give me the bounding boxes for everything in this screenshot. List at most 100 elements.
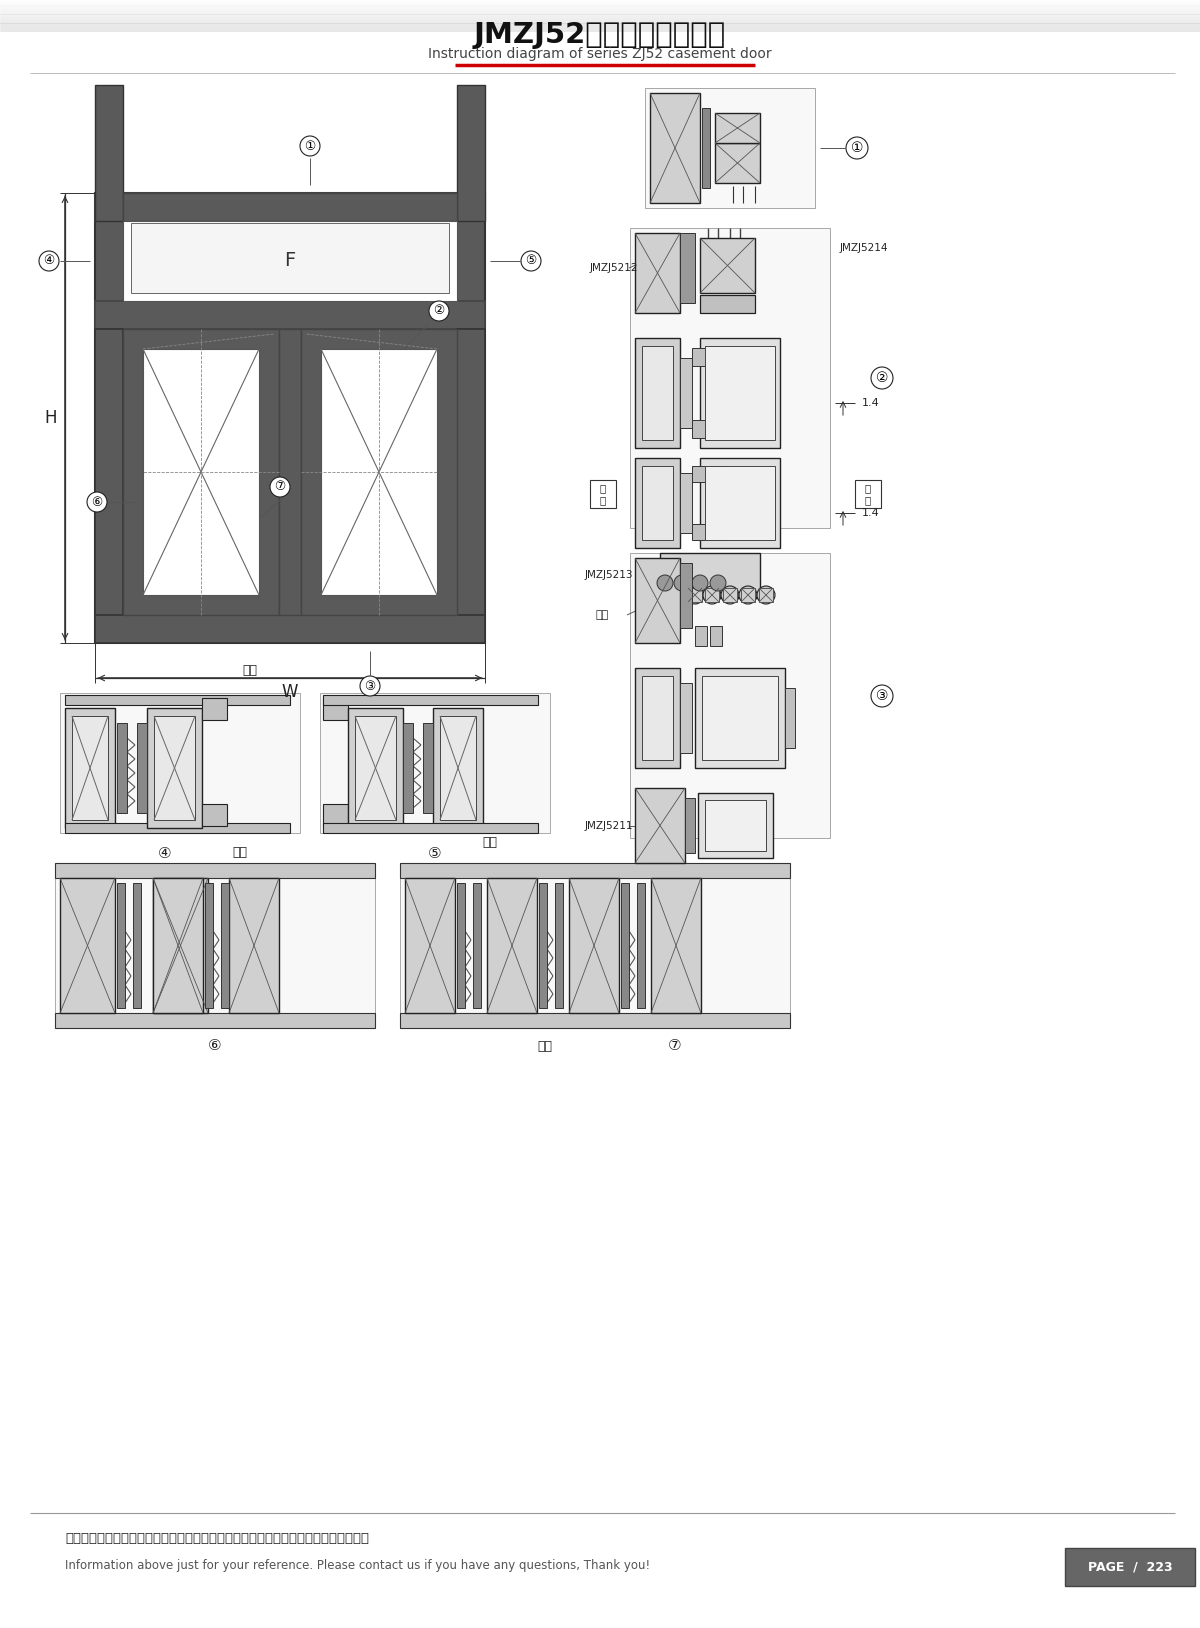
Text: 室内: 室内 xyxy=(482,837,498,850)
Bar xyxy=(692,420,722,438)
Bar xyxy=(457,882,466,1008)
Bar xyxy=(680,358,692,428)
Bar xyxy=(700,339,780,448)
Text: ②: ② xyxy=(433,304,445,317)
Circle shape xyxy=(686,586,704,604)
Bar xyxy=(154,877,203,1013)
Circle shape xyxy=(871,685,893,707)
Text: 室
外: 室 外 xyxy=(865,484,871,505)
Text: JMZJ5213: JMZJ5213 xyxy=(586,570,634,580)
Bar xyxy=(323,698,348,720)
Circle shape xyxy=(871,366,893,389)
Bar xyxy=(65,695,290,705)
Bar xyxy=(569,877,619,1013)
Bar xyxy=(660,554,760,597)
Circle shape xyxy=(360,676,380,697)
Bar xyxy=(692,348,722,366)
Bar xyxy=(695,667,785,768)
Bar xyxy=(154,716,194,821)
Bar xyxy=(722,588,737,602)
Bar xyxy=(622,882,629,1008)
Bar xyxy=(65,824,290,834)
Bar xyxy=(635,339,680,448)
Text: 1.4: 1.4 xyxy=(862,397,880,409)
Bar xyxy=(60,694,300,834)
Text: 1.4: 1.4 xyxy=(862,508,880,518)
Circle shape xyxy=(703,586,721,604)
Text: ②: ② xyxy=(876,371,888,384)
Circle shape xyxy=(721,586,739,604)
Bar xyxy=(95,194,485,221)
Bar xyxy=(400,863,790,1027)
Circle shape xyxy=(521,251,541,270)
Bar xyxy=(685,798,695,853)
Bar xyxy=(406,877,455,1013)
Bar xyxy=(124,221,457,301)
Bar xyxy=(229,877,278,1013)
Bar xyxy=(1066,1548,1195,1586)
Bar xyxy=(348,708,403,829)
Text: ③: ③ xyxy=(876,689,888,703)
Bar xyxy=(205,882,214,1008)
Bar xyxy=(221,882,229,1008)
Bar xyxy=(95,329,124,643)
Bar xyxy=(131,223,449,293)
Bar xyxy=(680,233,695,303)
Bar xyxy=(706,347,775,440)
Bar xyxy=(95,301,485,329)
Bar xyxy=(700,238,755,293)
Bar xyxy=(760,588,773,602)
Bar xyxy=(355,716,396,821)
Bar xyxy=(95,194,485,643)
Text: ③: ③ xyxy=(365,679,376,692)
Text: W: W xyxy=(282,684,299,702)
Text: 滑撑: 滑撑 xyxy=(595,610,608,620)
Bar xyxy=(60,877,115,1013)
Text: JMZJ5214: JMZJ5214 xyxy=(840,243,888,252)
Bar xyxy=(635,788,685,863)
Bar xyxy=(301,329,457,615)
Circle shape xyxy=(270,477,290,497)
Bar xyxy=(695,627,707,646)
Bar xyxy=(72,716,108,821)
Text: ⑤: ⑤ xyxy=(526,254,536,267)
Text: JMZJ52系列平开窗结构图: JMZJ52系列平开窗结构图 xyxy=(474,21,726,49)
Text: ⑦: ⑦ xyxy=(275,480,286,493)
Bar xyxy=(706,466,775,540)
Bar xyxy=(202,804,227,825)
Bar xyxy=(95,615,485,643)
Bar xyxy=(539,882,547,1008)
Text: ⑥: ⑥ xyxy=(208,1039,222,1053)
Bar xyxy=(630,228,830,527)
Bar xyxy=(635,667,680,768)
Bar xyxy=(554,882,563,1008)
Bar xyxy=(642,347,673,440)
Bar xyxy=(133,882,142,1008)
Text: F: F xyxy=(284,251,295,270)
Text: 室
内: 室 内 xyxy=(600,484,606,505)
Bar xyxy=(692,524,722,540)
Bar xyxy=(706,799,766,851)
Bar xyxy=(55,863,374,1027)
Bar xyxy=(148,708,202,829)
Bar xyxy=(323,695,538,705)
Bar xyxy=(635,233,680,313)
Bar xyxy=(322,348,437,594)
Text: 室外: 室外 xyxy=(538,1040,552,1052)
Text: ①: ① xyxy=(851,142,863,155)
Bar xyxy=(403,723,413,812)
Circle shape xyxy=(88,492,107,511)
Bar xyxy=(650,877,701,1013)
Text: ①: ① xyxy=(305,140,316,153)
Text: ④: ④ xyxy=(43,254,55,267)
Bar xyxy=(700,457,780,549)
Bar xyxy=(320,694,550,834)
Bar xyxy=(124,194,457,221)
Bar xyxy=(630,554,830,838)
Bar xyxy=(154,877,208,1013)
Bar xyxy=(323,824,538,834)
Circle shape xyxy=(739,586,757,604)
Text: PAGE  /  223: PAGE / 223 xyxy=(1087,1561,1172,1574)
Circle shape xyxy=(757,586,775,604)
Bar xyxy=(742,588,755,602)
